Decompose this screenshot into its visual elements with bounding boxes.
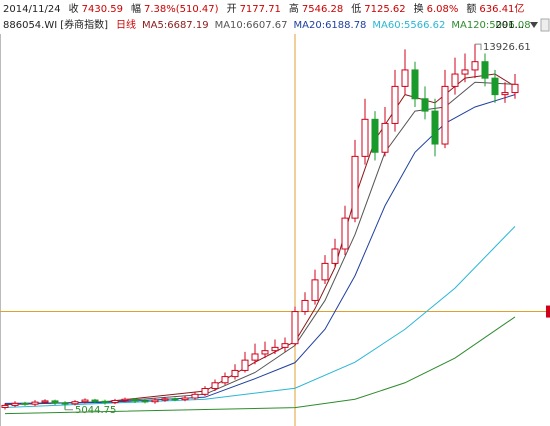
info-value: 7430.59 xyxy=(82,4,123,15)
candle-body xyxy=(151,399,159,403)
dropdown-arrow xyxy=(530,22,538,28)
candle-body xyxy=(101,400,109,404)
candle-body xyxy=(361,118,369,157)
candle-body xyxy=(441,85,449,145)
ma-line xyxy=(4,81,516,405)
info-label: 换 xyxy=(414,2,424,15)
ma-value: 5096.08 xyxy=(489,20,530,31)
candle-body xyxy=(381,122,389,153)
candle-body xyxy=(461,69,469,75)
candle-body xyxy=(511,83,519,94)
more: 201... xyxy=(495,20,524,31)
candle-body xyxy=(191,393,199,399)
info-value: 6.08% xyxy=(427,4,459,15)
high-pointer xyxy=(475,43,482,51)
candle-body xyxy=(81,399,89,403)
candle-body xyxy=(331,248,339,264)
candle-body xyxy=(31,401,39,405)
candle-body xyxy=(481,61,489,79)
candle-body xyxy=(171,398,179,401)
ma-value: 6188.78 xyxy=(325,20,366,31)
legend-row: 886054.WI [券商指数] 日线 MA5: 6687.19 MA10: 6607.67… xyxy=(3,18,550,32)
crosshair-marker xyxy=(546,305,550,318)
candle-body xyxy=(161,398,169,401)
candle-body xyxy=(501,92,509,96)
header: 2014/11/24 收 7430.59 幅 7.38%(510.47) 开 7177.71… xyxy=(3,2,524,15)
candle-body xyxy=(301,299,309,313)
candle-body xyxy=(91,399,99,402)
candle-body xyxy=(1,404,9,408)
candle-body xyxy=(311,279,319,301)
ma-line xyxy=(4,226,516,408)
ma-line xyxy=(4,316,516,415)
candle-body xyxy=(61,402,69,405)
candle-body xyxy=(341,217,349,250)
low-label: 5044.75 xyxy=(75,405,116,416)
candle-body xyxy=(121,398,129,401)
candle-body xyxy=(431,110,439,145)
code: 886054.WI xyxy=(3,20,57,31)
candle-body xyxy=(201,388,209,395)
candle-body xyxy=(421,98,429,112)
candle-body xyxy=(211,382,219,390)
info-label: 开 xyxy=(227,4,237,15)
candle-body xyxy=(451,73,459,87)
candle-body xyxy=(391,85,399,124)
candle-body xyxy=(221,376,229,384)
candle-body xyxy=(271,346,279,352)
info-value: 7.38%(510.47) xyxy=(144,4,219,15)
plot: 13926.61 5044.75 xyxy=(0,34,550,426)
info-value: 7125.62 xyxy=(364,4,405,15)
info-label: 收 xyxy=(69,2,79,15)
candle-body xyxy=(321,262,329,281)
candle-body xyxy=(111,399,119,404)
candle-body xyxy=(281,343,289,348)
candle-body xyxy=(261,350,269,355)
candle-body xyxy=(291,311,299,345)
high-label: 13926.61 xyxy=(483,42,531,53)
period: 日线 xyxy=(116,18,136,31)
scroll-box xyxy=(540,18,550,32)
info-label: 低 xyxy=(351,2,361,15)
candle-body xyxy=(181,397,189,401)
candle-body xyxy=(21,402,29,405)
candle-body xyxy=(41,400,49,403)
candle-body xyxy=(411,69,419,100)
ma-name: MA20: xyxy=(294,20,326,31)
info-label: 幅 xyxy=(131,2,141,15)
candle-body xyxy=(11,402,19,406)
candle-body xyxy=(51,400,59,404)
candle-body xyxy=(251,353,259,361)
ma-value: 5566.62 xyxy=(404,20,445,31)
ma-name: MA60: xyxy=(372,20,404,31)
candle-body xyxy=(231,369,239,378)
info-value: 7546.28 xyxy=(302,4,343,15)
info-value: 636.41亿 xyxy=(479,2,524,15)
ma-name: MA10: xyxy=(215,20,247,31)
info-label: 高 xyxy=(289,2,299,15)
candle-body xyxy=(401,69,409,87)
candle-body xyxy=(491,77,499,96)
ma-name: MA5: xyxy=(142,20,167,31)
candle-body xyxy=(371,118,379,153)
ma-name: MA120: xyxy=(451,20,489,31)
candle-body xyxy=(71,401,79,405)
ma-value: 6607.67 xyxy=(246,20,287,31)
info-value: 7177.71 xyxy=(240,4,281,15)
ma-value: 6687.19 xyxy=(167,20,208,31)
info-label: 额 xyxy=(466,2,476,15)
candle-body xyxy=(131,398,139,402)
candle-body xyxy=(471,61,479,71)
index-name: [券商指数] xyxy=(60,18,108,31)
date: 2014/11/24 xyxy=(3,4,61,15)
candle-body xyxy=(241,359,249,371)
candle-body xyxy=(351,155,359,219)
candle-body xyxy=(141,400,149,403)
